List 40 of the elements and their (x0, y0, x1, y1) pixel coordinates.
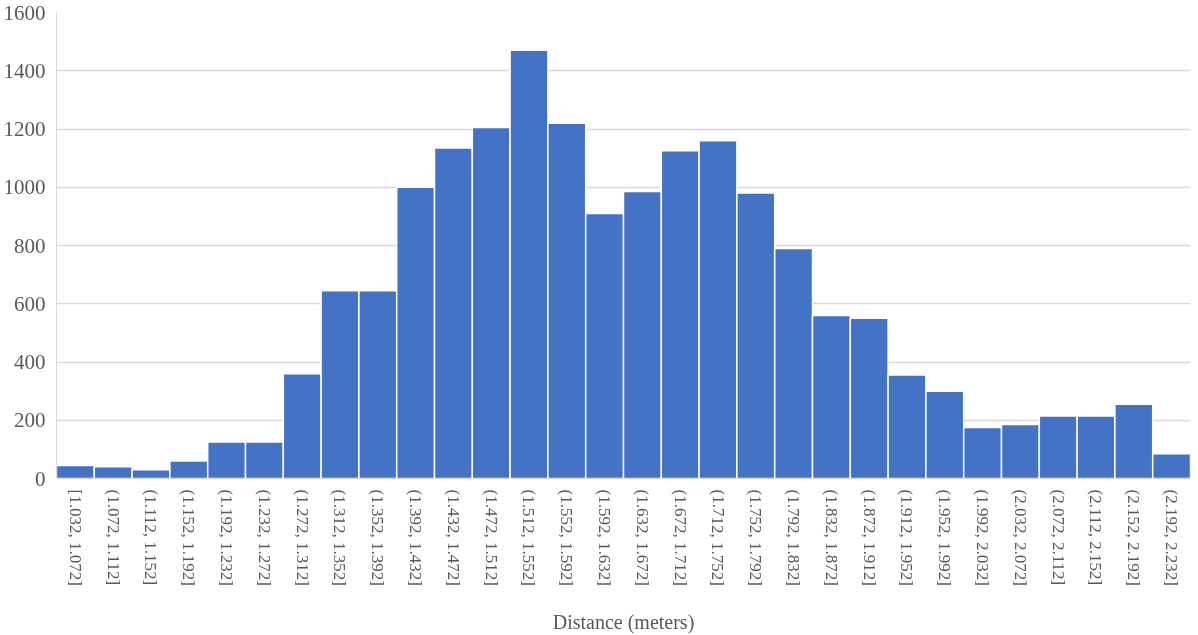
x-tick-label: (1.992, 2.032] (973, 489, 993, 586)
x-tick-label: [1.032, 1.072] (65, 489, 85, 586)
x-tick-label: (1.472, 1.512] (481, 489, 501, 586)
y-tick-label: 1400 (3, 58, 46, 83)
x-tick-label: (1.312, 1.352] (330, 489, 350, 586)
x-tick-label: (1.352, 1.392] (368, 489, 388, 586)
x-tick-label: (2.072, 2.112] (1048, 489, 1068, 586)
y-tick-label: 200 (14, 408, 46, 433)
y-tick-label: 1200 (3, 117, 46, 141)
x-tick-label: (1.552, 1.592] (557, 489, 577, 586)
x-tick-label: (1.152, 1.192] (179, 489, 199, 586)
y-tick-label: 600 (14, 291, 46, 316)
x-tick-label: (1.832, 1.872] (821, 489, 841, 586)
y-tick-label: 400 (14, 350, 46, 374)
x-tick-label: (1.232, 1.272] (254, 489, 274, 586)
y-tick-label: 1600 (3, 0, 46, 25)
x-tick-label: (1.792, 1.832] (784, 489, 804, 586)
x-tick-label: (1.912, 1.952] (897, 489, 917, 586)
x-tick-label: (1.712, 1.752] (708, 489, 728, 586)
x-tick-label: (1.432, 1.472] (443, 489, 463, 586)
x-tick-label: (2.152, 2.192] (1124, 489, 1144, 586)
x-tick-label: (2.112, 2.152] (1086, 489, 1106, 586)
x-tick-label: (1.672, 1.712] (670, 489, 690, 586)
x-tick-label: (1.632, 1.672] (632, 489, 652, 586)
x-tick-label: (1.752, 1.792] (746, 489, 766, 586)
x-tick-label: (1.072, 1.112] (103, 489, 123, 586)
x-tick-label: (1.512, 1.552] (519, 489, 539, 586)
x-tick-label: (2.192, 2.232] (1162, 489, 1182, 586)
x-tick-label: (1.272, 1.312] (292, 489, 312, 586)
x-tick-label: (1.592, 1.632] (595, 489, 615, 586)
x-tick-label: (1.392, 1.432] (406, 489, 426, 586)
y-tick-label: 800 (14, 233, 46, 258)
y-tick-label: 1000 (3, 175, 46, 200)
x-tick-label: (1.192, 1.232] (217, 489, 237, 586)
y-tick-label: 0 (35, 466, 46, 491)
x-tick-label: (2.032, 2.072] (1010, 489, 1030, 586)
x-tick-label: (1.872, 1.912] (859, 489, 879, 586)
x-axis-title: Distance (meters) (552, 610, 695, 634)
x-tick-label: (1.112, 1.152] (141, 489, 161, 586)
x-tick-label: (1.952, 1.992] (935, 489, 955, 586)
